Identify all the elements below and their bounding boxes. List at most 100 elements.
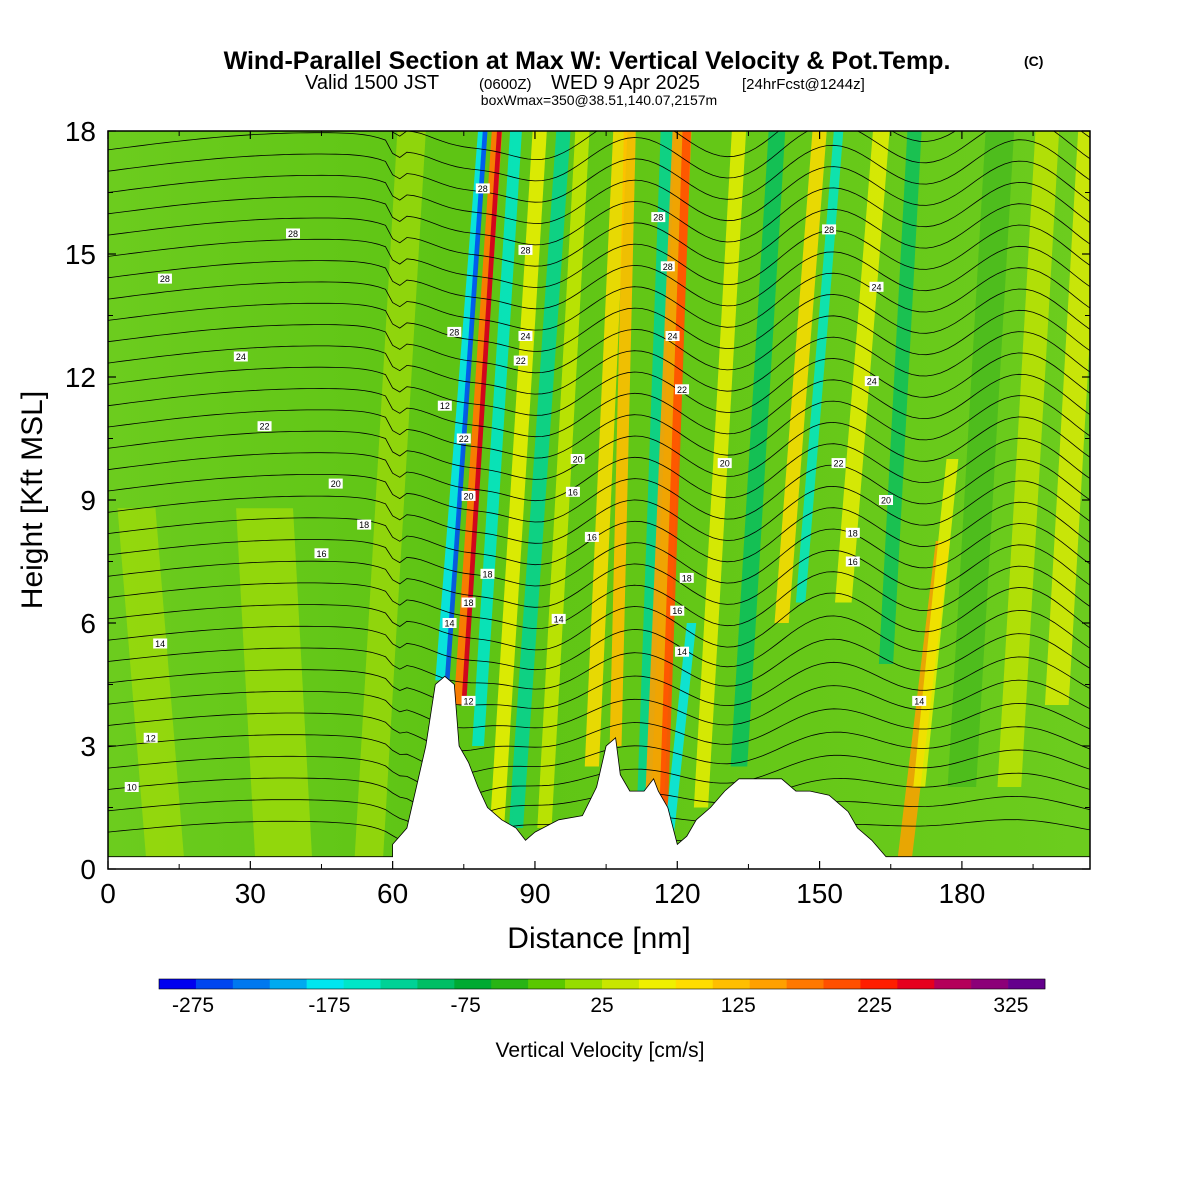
theta-contour: [108, 749, 1090, 798]
svg-text:18: 18: [848, 528, 858, 538]
velocity-band: [444, 131, 488, 681]
colorbar-swatch: [971, 979, 1009, 989]
theta-contour: [391, 131, 1090, 161]
svg-text:18: 18: [682, 573, 692, 583]
contour-label: 14: [551, 613, 566, 624]
velocity-band: [730, 131, 786, 767]
colorbar-swatch: [712, 979, 750, 989]
svg-text:24: 24: [520, 332, 530, 342]
theta-contour: [108, 523, 1090, 587]
svg-text:24: 24: [236, 352, 246, 362]
y-tick-label: 0: [80, 854, 96, 885]
contour-label: 16: [845, 556, 860, 567]
colorbar-swatch: [675, 979, 714, 989]
colorbar: -275 -175 -75 25 125 225 325: [158, 978, 1046, 1017]
svg-text:14: 14: [914, 696, 924, 706]
colorbar-swatch: [528, 979, 566, 989]
svg-text:20: 20: [573, 455, 583, 465]
svg-text:28: 28: [663, 262, 673, 272]
contour-label: 20: [461, 490, 476, 501]
colorbar-tick-label: -175: [308, 994, 350, 1017]
theta-contour: [108, 726, 1090, 775]
theta-contour: [108, 416, 1090, 480]
contour-label: 20: [717, 458, 732, 469]
svg-text:14: 14: [155, 639, 165, 649]
svg-text:24: 24: [872, 282, 882, 292]
contour-label: 16: [584, 531, 599, 542]
contour-label: 18: [461, 597, 476, 608]
velocity-band: [1044, 131, 1090, 705]
svg-text:28: 28: [824, 225, 834, 235]
colorbar-swatch: [195, 979, 234, 989]
contour-label: 12: [437, 400, 452, 411]
theta-contour: [108, 501, 1090, 566]
svg-text:16: 16: [848, 557, 858, 567]
contour-label: 22: [513, 355, 528, 366]
contour-label: 18: [845, 527, 860, 538]
colorbar-swatch: [860, 979, 898, 989]
svg-text:22: 22: [834, 459, 844, 469]
colorbar-swatch: [380, 979, 418, 989]
contour-label: 24: [518, 331, 533, 342]
svg-text:16: 16: [587, 532, 597, 542]
contour-labels: 28 28 24 22 20 18 16 14 12 10 28 12 22 20 18 18 14 12 28 28…: [124, 183, 927, 793]
contour-label: 20: [570, 454, 585, 465]
svg-text:14: 14: [554, 614, 564, 624]
colorbar-swatch: [159, 979, 197, 989]
subtitle-date: WED 9 Apr 2025: [551, 72, 700, 94]
svg-text:18: 18: [483, 569, 493, 579]
x-tick-label: 180: [939, 878, 986, 909]
theta-contour: [108, 679, 1090, 729]
colorbar-swatch: [565, 979, 603, 989]
colorbar-swatch: [786, 979, 824, 989]
contour-label: 12: [143, 732, 158, 743]
contour-label: 24: [864, 376, 879, 387]
colorbar-tick-label: 125: [721, 994, 756, 1017]
theta-contour: [108, 139, 1090, 203]
theta-contour: [108, 224, 1090, 288]
theta-contour: [108, 587, 1090, 651]
contour-label: 22: [456, 433, 471, 444]
colorbar-swatch: [232, 979, 271, 989]
theta-contour: [108, 656, 1090, 709]
contour-label: 14: [912, 695, 927, 706]
theta-contour: [108, 160, 1090, 224]
theta-contour: [108, 609, 1090, 671]
contour-label: 28: [286, 228, 301, 239]
x-axis: 0 30 60 90 120 150 180: [100, 131, 1034, 909]
theta-contour: [108, 395, 1090, 459]
contour-label: 20: [328, 478, 343, 489]
box-info: boxWmax=350@38.51,140.07,2157m: [481, 92, 717, 108]
contour-label: 22: [257, 421, 272, 432]
svg-text:16: 16: [568, 487, 578, 497]
velocity-band: [663, 623, 697, 849]
colorbar-tick-label: 225: [857, 994, 892, 1017]
svg-text:20: 20: [464, 491, 474, 501]
contour-label: 28: [447, 326, 462, 337]
contour-label: 24: [233, 351, 248, 362]
contour-label: 18: [679, 572, 694, 583]
svg-text:16: 16: [672, 606, 682, 616]
velocity-band: [693, 131, 747, 808]
svg-text:22: 22: [516, 356, 526, 366]
svg-text:28: 28: [478, 184, 488, 194]
subtitle-forecast: [24hrFcst@1244z]: [742, 76, 865, 93]
velocity-band: [236, 508, 312, 857]
x-axis-label: Distance [nm]: [507, 922, 690, 955]
velocity-band: [117, 508, 184, 857]
svg-text:14: 14: [677, 647, 687, 657]
svg-text:28: 28: [449, 327, 459, 337]
theta-contour: [108, 131, 1090, 182]
colorbar-swatch: [934, 979, 972, 989]
colorbar-swatch: [306, 979, 344, 989]
svg-text:16: 16: [316, 549, 326, 559]
contour-label: 28: [157, 273, 172, 284]
theta-contour: [108, 480, 1090, 544]
contour-label: 28: [518, 244, 533, 255]
subtitle: Valid 1500 JST (0600Z) WED 9 Apr 2025 [2…: [305, 72, 865, 94]
velocity-band: [537, 131, 590, 828]
svg-text:18: 18: [359, 520, 369, 530]
contour-label: 14: [442, 618, 457, 629]
theta-contour: [108, 437, 1090, 502]
contour-label: 16: [314, 548, 329, 559]
